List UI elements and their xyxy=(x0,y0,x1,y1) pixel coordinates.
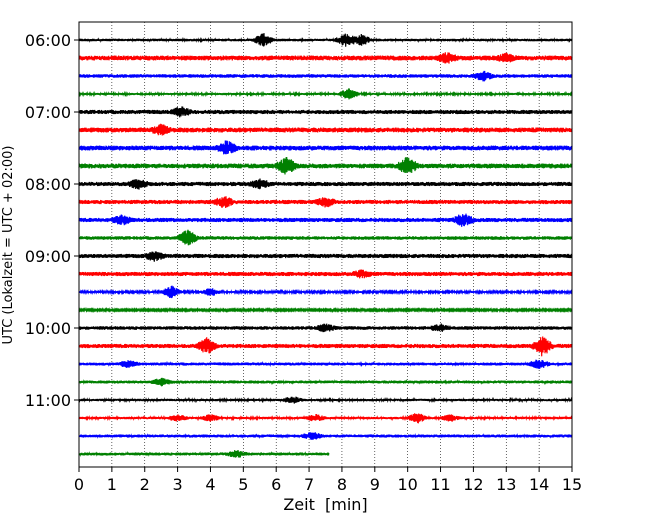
trace-0945 xyxy=(78,306,573,314)
trace-0930 xyxy=(78,285,573,299)
trace-0630 xyxy=(78,70,573,82)
grid-layer xyxy=(111,22,540,467)
x-tick-label-14: 14 xyxy=(529,475,549,494)
x-tick-label-4: 4 xyxy=(205,475,215,494)
plot-frame xyxy=(78,21,573,468)
trace-1030 xyxy=(78,359,573,369)
x-tick-label-3: 3 xyxy=(173,475,183,494)
x-tick-label-10: 10 xyxy=(397,475,417,494)
x-tick-label-13: 13 xyxy=(496,475,516,494)
x-tick-layer: 0 1 2 3 4 5 6 7 8 9 10 11 12 13 14 15 xyxy=(74,467,582,494)
x-tick-label-15: 15 xyxy=(562,475,582,494)
trace-0900 xyxy=(78,251,573,262)
y-tick-label-0800: 08:00 xyxy=(25,175,71,194)
trace-0830 xyxy=(78,213,573,227)
y-tick-label-1100: 11:00 xyxy=(25,391,71,410)
y-tick-label-0600: 06:00 xyxy=(25,31,71,50)
x-tick-label-0: 0 xyxy=(74,475,84,494)
trace-1000 xyxy=(78,323,573,333)
trace-0715 xyxy=(78,123,573,136)
x-tick-label-1: 1 xyxy=(107,475,117,494)
trace-1045 xyxy=(78,377,573,387)
x-tick-label-11: 11 xyxy=(430,475,450,494)
y-tick-label-1000: 10:00 xyxy=(25,319,71,338)
y-tick-label-0700: 07:00 xyxy=(25,103,71,122)
trace-0615 xyxy=(78,52,573,64)
y-tick-label-0900: 09:00 xyxy=(25,247,71,266)
trace-0800 xyxy=(78,178,573,190)
trace-0845 xyxy=(78,229,573,246)
trace-0915 xyxy=(78,269,573,279)
trace-1115 xyxy=(78,413,573,424)
x-tick-label-8: 8 xyxy=(337,475,347,494)
x-tick-label-2: 2 xyxy=(140,475,150,494)
trace-layer xyxy=(78,33,573,458)
trace-0645 xyxy=(78,88,573,100)
y-axis-title: UTC (Lokalzeit = UTC + 02:00) xyxy=(1,146,16,345)
trace-1100 xyxy=(78,396,573,404)
x-tick-label-12: 12 xyxy=(463,475,483,494)
trace-1015 xyxy=(78,336,573,357)
trace-0745 xyxy=(78,156,573,175)
trace-1130 xyxy=(78,432,573,440)
x-tick-label-5: 5 xyxy=(238,475,248,494)
trace-1145 xyxy=(78,450,330,458)
x-axis-title: Zeit [min] xyxy=(283,495,367,514)
trace-0600 xyxy=(78,33,573,47)
y-tick-layer: 06:00 07:00 08:00 09:00 10:00 11:00 xyxy=(25,31,79,410)
trace-0730 xyxy=(78,140,573,155)
x-tick-label-7: 7 xyxy=(304,475,314,494)
trace-0700 xyxy=(78,106,573,118)
x-tick-label-9: 9 xyxy=(370,475,380,494)
x-tick-label-6: 6 xyxy=(271,475,281,494)
trace-0815 xyxy=(78,196,573,209)
